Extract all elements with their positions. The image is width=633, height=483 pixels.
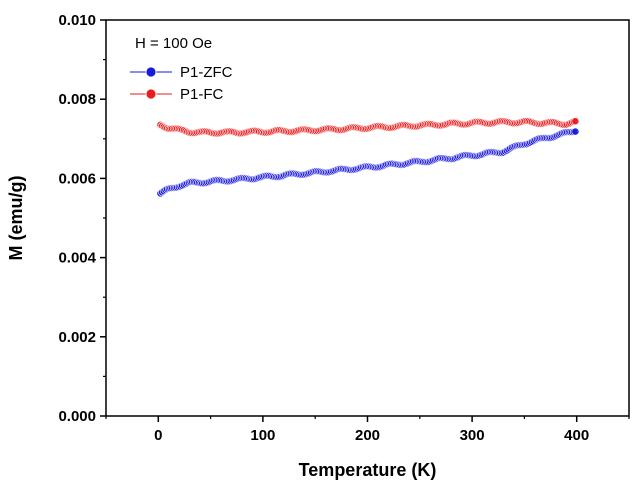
- legend-marker: [145, 66, 157, 78]
- y-tick-label: 0.006: [58, 170, 96, 187]
- y-axis: 0.000 0.002 0.004 0.006 0.008 0.010: [58, 12, 106, 425]
- y-tick-label: 0.004: [58, 250, 96, 267]
- x-axis: 0 100 200 300 400: [105, 416, 630, 444]
- x-tick-label: 400: [564, 427, 589, 444]
- x-tick-label: 0: [154, 427, 162, 444]
- data-point: [571, 117, 580, 126]
- legend: P1-ZFC P1-FC: [130, 64, 233, 103]
- y-tick-label: 0.002: [58, 329, 96, 346]
- x-tick-label: 100: [250, 427, 275, 444]
- series-layer: [156, 117, 580, 198]
- x-tick-label: 200: [355, 427, 380, 444]
- y-axis-title: M (emu/g): [6, 176, 26, 261]
- x-axis-title: Temperature (K): [299, 460, 437, 480]
- legend-marker: [145, 88, 157, 100]
- legend-label: P1-ZFC: [180, 64, 233, 81]
- y-tick-label: 0.000: [58, 408, 96, 425]
- data-point: [571, 127, 580, 136]
- series-p1-fc: [156, 117, 580, 138]
- legend-label: P1-FC: [180, 86, 224, 103]
- field-annotation: H = 100 Oe: [135, 35, 212, 52]
- x-tick-label: 300: [460, 427, 485, 444]
- y-tick-label: 0.010: [58, 12, 96, 29]
- y-tick-label: 0.008: [58, 91, 96, 108]
- series-p1-zfc: [156, 127, 580, 198]
